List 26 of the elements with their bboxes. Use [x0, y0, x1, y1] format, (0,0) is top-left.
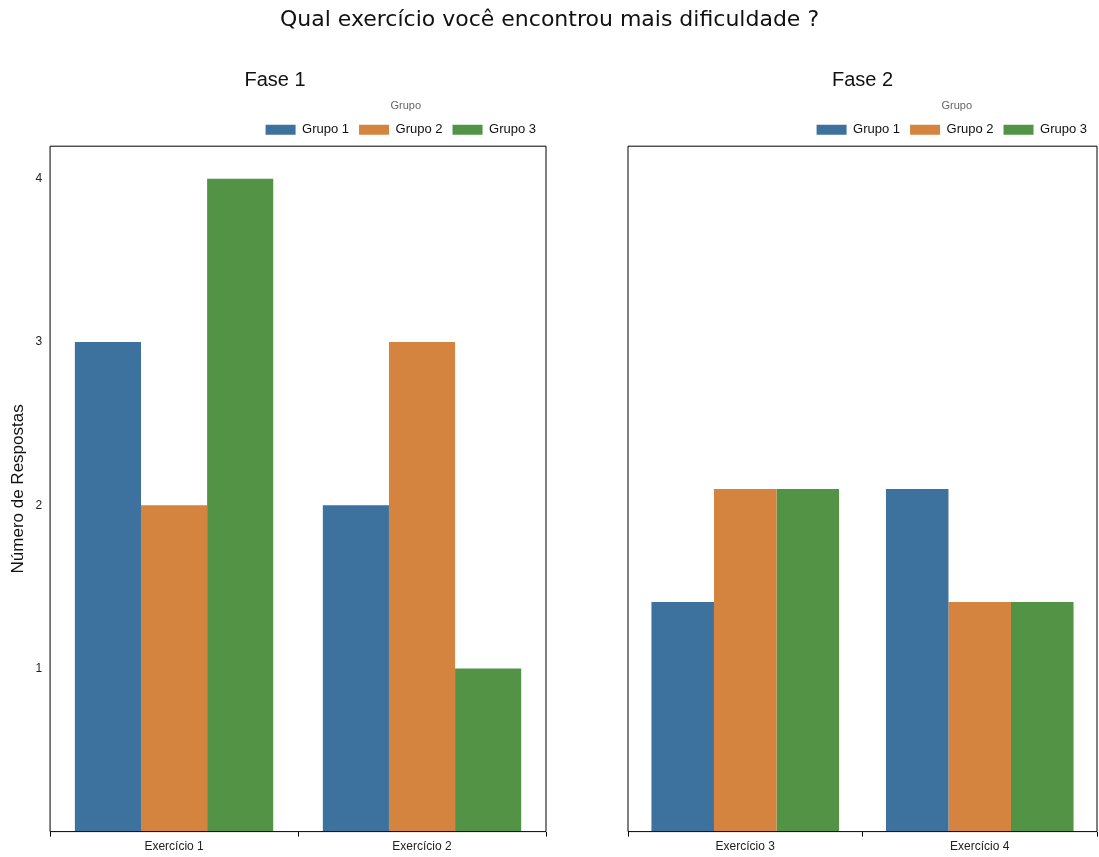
legend-title: Grupo	[941, 98, 973, 111]
bar	[388, 342, 456, 832]
legend-label: Grupo 1	[302, 121, 350, 137]
bar	[207, 178, 274, 832]
legend-label: Grupo 2	[395, 121, 443, 137]
legend-label: Grupo 3	[489, 121, 537, 137]
bar	[74, 342, 141, 832]
text: Qual exercício você encontrou mais dificuldade ?	[278, 6, 821, 31]
chart-title: Fase 2	[831, 67, 894, 90]
y-tick-label: 1	[35, 660, 43, 675]
y-tick-label: 3	[35, 334, 43, 349]
bar	[455, 668, 522, 832]
legend-title: Grupo	[390, 98, 422, 111]
x-tick-label: Exercício 3	[715, 839, 776, 854]
x-tick-label: Exercício 2	[392, 839, 453, 854]
x-tick-label: Exercício 4	[950, 839, 1010, 854]
legend-label: Grupo 2	[946, 121, 994, 137]
y-axis-title: Número de Respostas	[7, 404, 27, 574]
y-tick-label: 2	[35, 497, 43, 512]
bar	[140, 505, 208, 832]
legend-label: Grupo 1	[853, 121, 901, 137]
y-tick-label: 4	[35, 171, 43, 186]
bar	[322, 505, 389, 832]
x-tick-label: Exercício 1	[144, 839, 205, 854]
legend-label: Grupo 3	[1040, 121, 1088, 137]
chart-title: Fase 1	[244, 67, 306, 90]
